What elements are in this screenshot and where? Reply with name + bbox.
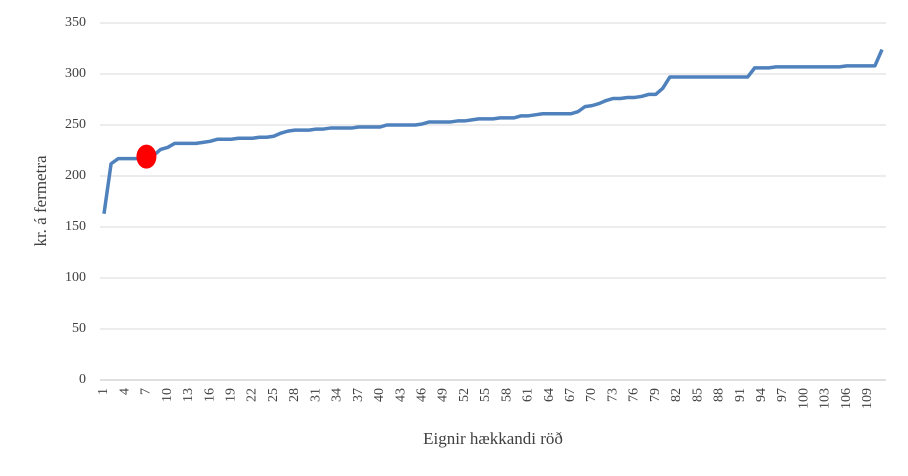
- x-tick-label: 16: [202, 388, 217, 402]
- x-tick-label: 34: [330, 388, 345, 402]
- x-tick-label: 40: [372, 388, 387, 402]
- y-tick-label: 150: [65, 219, 86, 234]
- y-tick-label: 200: [65, 168, 86, 183]
- x-tick-label: 100: [796, 388, 811, 409]
- x-tick-label: 49: [436, 388, 451, 402]
- x-tick-label: 37: [351, 388, 366, 402]
- y-tick-label: 350: [65, 15, 86, 30]
- x-tick-label: 25: [266, 388, 281, 402]
- x-tick-label: 79: [648, 388, 663, 402]
- x-tick-label: 52: [457, 388, 472, 402]
- data-line: [102, 48, 884, 214]
- x-tick-label: 46: [414, 388, 429, 402]
- x-tick-label: 61: [521, 388, 536, 402]
- x-tick-label: 88: [712, 388, 727, 402]
- x-axis-title: Eignir hækkandi röð: [423, 429, 563, 448]
- x-tick-label: 64: [542, 388, 557, 402]
- x-tick-label: 82: [669, 388, 684, 402]
- y-tick-label: 300: [65, 66, 86, 81]
- x-tick-label: 10: [160, 388, 175, 402]
- x-tick-label: 109: [860, 388, 875, 409]
- highlight-marker: [136, 144, 157, 169]
- x-tick-label: 13: [181, 388, 196, 402]
- y-tick-label: 100: [65, 270, 86, 285]
- x-tick-label: 106: [839, 388, 854, 409]
- y-axis-title: kr. á fermetra: [31, 155, 50, 247]
- x-tick-label: 91: [733, 388, 748, 402]
- x-tick-label: 55: [478, 388, 493, 402]
- x-tick-label: 1: [96, 388, 111, 395]
- x-tick-label: 85: [690, 388, 705, 402]
- x-tick-label: 22: [245, 388, 260, 402]
- x-tick-label: 4: [117, 388, 132, 395]
- x-tick-label: 70: [584, 388, 599, 402]
- y-tick-label: 50: [72, 321, 86, 336]
- x-tick-label: 7: [139, 388, 154, 395]
- x-tick-label: 97: [775, 388, 790, 402]
- x-tick-label: 67: [563, 388, 578, 402]
- x-tick-label: 76: [627, 388, 642, 402]
- x-tick-label: 31: [308, 388, 323, 402]
- x-tick-label: 58: [499, 388, 514, 402]
- y-tick-label: 0: [79, 372, 86, 387]
- x-tick-label: 94: [754, 388, 769, 402]
- x-tick-label: 19: [224, 388, 239, 402]
- x-tick-label: 28: [287, 388, 302, 402]
- x-tick-label: 103: [818, 388, 833, 409]
- y-tick-label: 250: [65, 117, 86, 132]
- x-tick-label: 43: [393, 388, 408, 402]
- x-tick-label: 73: [605, 388, 620, 402]
